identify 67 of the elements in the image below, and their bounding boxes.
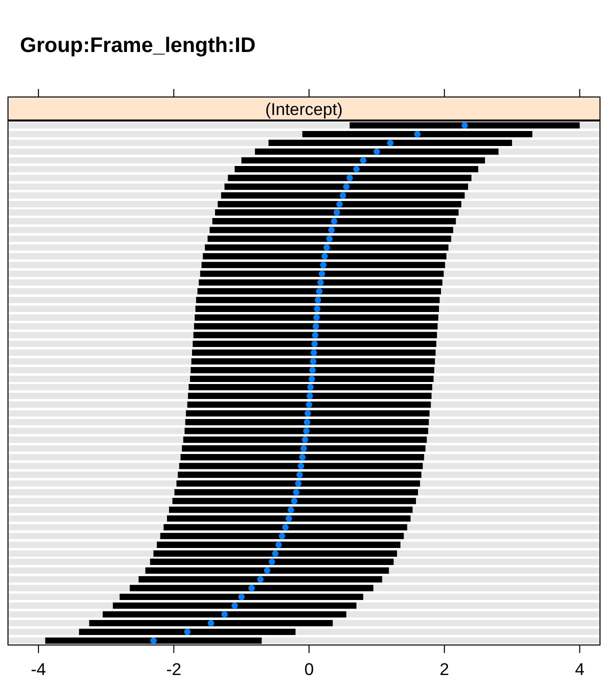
x-tick-label: -2	[166, 660, 182, 679]
point	[334, 209, 340, 216]
point	[321, 253, 328, 260]
point	[360, 157, 366, 164]
point	[353, 166, 360, 172]
point	[150, 637, 157, 644]
point	[221, 611, 228, 618]
point	[272, 550, 278, 557]
chart-subtitle: (Intercept)	[265, 100, 343, 119]
point	[326, 236, 333, 242]
point	[311, 340, 318, 348]
chart-title: Group:Frame_length:ID	[20, 34, 256, 57]
point	[278, 532, 286, 540]
point	[295, 480, 302, 487]
point	[304, 418, 310, 426]
point	[317, 279, 324, 286]
x-tick-label: 4	[574, 660, 584, 679]
x-tick-label: 0	[304, 660, 314, 679]
point	[343, 183, 350, 190]
point	[257, 576, 264, 583]
point	[184, 628, 190, 636]
point	[310, 358, 316, 365]
point	[304, 410, 311, 417]
point	[374, 148, 380, 155]
point	[231, 602, 238, 609]
point	[306, 392, 313, 400]
point	[208, 620, 214, 626]
point	[300, 445, 307, 452]
point	[290, 498, 298, 504]
point	[330, 218, 338, 224]
point	[312, 323, 320, 330]
point	[264, 567, 270, 574]
point	[302, 436, 308, 443]
point	[298, 462, 304, 470]
point	[307, 384, 314, 390]
point	[323, 244, 330, 251]
point	[303, 428, 310, 434]
point	[387, 140, 394, 146]
point	[313, 314, 320, 321]
point	[314, 296, 322, 304]
point	[238, 594, 245, 600]
point	[346, 174, 353, 182]
point	[320, 262, 326, 268]
point	[309, 366, 316, 374]
point	[308, 376, 315, 382]
point	[316, 288, 322, 294]
point	[268, 558, 276, 565]
point	[282, 524, 289, 530]
point	[414, 130, 421, 138]
point	[340, 192, 346, 199]
point	[299, 454, 306, 460]
point	[306, 401, 312, 408]
point	[461, 122, 468, 129]
point	[336, 201, 343, 208]
x-tick-label: 2	[440, 660, 450, 679]
point	[293, 489, 300, 496]
point	[310, 349, 318, 356]
point	[328, 226, 335, 234]
x-tick-label: -4	[30, 660, 46, 679]
point	[248, 584, 255, 592]
point	[296, 472, 303, 478]
point	[318, 270, 326, 277]
point	[275, 542, 282, 548]
point	[312, 332, 318, 338]
point	[286, 515, 292, 522]
point	[288, 506, 294, 513]
point	[314, 306, 320, 312]
